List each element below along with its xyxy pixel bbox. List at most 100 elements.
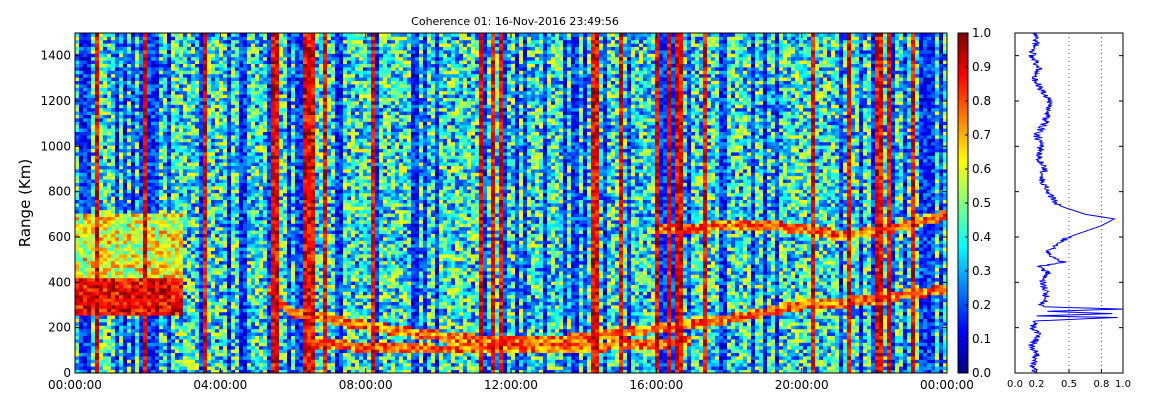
colorbar-segment [958,46,968,51]
colorbar-segment [958,80,968,85]
colorbar-segment [958,294,968,299]
colorbar-segment [958,70,968,75]
colorbar-segment [958,233,968,238]
colorbar-segment [958,284,968,289]
colorbar-segment [958,199,968,204]
colorbar-segment [958,43,968,48]
y-tick-label: 1400 [40,49,71,63]
colorbar-segment [958,301,968,306]
chart-title: Coherence 01: 16-Nov-2016 23:49:56 [411,15,619,28]
colorbar-segment [958,281,968,286]
y-tick-label: 800 [48,185,71,199]
x-tick-label: 12:00:00 [484,378,538,392]
colorbar-segment [958,305,968,309]
colorbar-segment [958,118,968,122]
colorbar-segment [958,186,968,190]
colorbar-segment [958,209,968,214]
colorbar-segment [958,220,968,224]
y-tick-label: 600 [48,230,71,244]
colorbar-segment [958,39,968,44]
colorbar-segment [958,318,968,323]
colorbar-segment [958,182,968,187]
colorbar-segment [958,247,968,252]
colorbar-segment [958,90,968,95]
x-tick-label: 04:00:00 [193,378,247,392]
colorbar-tick-label: 0.4 [972,230,991,244]
colorbar-segment [958,291,968,296]
colorbar-segment [958,274,968,279]
colorbar-segment [958,158,968,163]
colorbar-segment [958,141,968,146]
colorbar-segment [958,335,968,340]
colorbar-segment [958,277,968,282]
colorbar-segment [958,87,968,92]
colorbar-segment [958,206,968,211]
profile-series-line [1028,32,1124,374]
colorbar-segment [958,339,968,343]
colorbar-segment [958,240,968,245]
colorbar-segment [958,267,968,272]
colorbar-segment [958,342,968,347]
coherence-heatmap [75,33,948,374]
colorbar-segment [958,359,968,364]
x-tick-label: 16:00:00 [629,378,683,392]
colorbar-segment [958,250,968,255]
colorbar-segment [958,230,968,235]
colorbar-segment [958,67,968,71]
colorbar-tick-label: 0.0 [972,366,991,380]
colorbar-segment [958,165,968,170]
colorbar-segment [958,135,968,139]
colorbar-segment [958,260,968,265]
colorbar-segment [958,325,968,330]
colorbar-segment [958,264,968,269]
profile-x-tick-label: 0.2 [1029,379,1045,390]
colorbar-segment [958,84,968,88]
colorbar-segment [958,152,968,156]
colorbar-axis: 0.0 0.1 0.2 0.3 0.4 0.5 0.6 0.7 0.8 0.9 1.0 [965,26,991,380]
colorbar-segment [958,104,968,109]
colorbar-segment [958,226,968,231]
colorbar-segment [958,121,968,126]
x-tick-label: 20:00:00 [775,378,829,392]
colorbar-tick-label: 0.6 [972,162,991,176]
colorbar-segment [958,189,968,194]
profile-y-axis [1015,55,1123,374]
x-tick-label: 08:00:00 [339,378,393,392]
colorbar-tick-label: 0.7 [972,128,991,142]
x-tick-label: 00:00:00 [920,378,974,392]
colorbar-segment [958,124,968,129]
colorbar-segment [958,179,968,184]
colorbar-tick-label: 0.9 [972,60,991,74]
profile-x-tick-label: 0.8 [1093,379,1109,390]
colorbar-segment [958,145,968,150]
colorbar-segment [958,257,968,262]
colorbar-segment [958,175,968,180]
colorbar-segment [958,237,968,241]
colorbar-segment [958,172,968,177]
y-tick-label: 400 [48,275,71,289]
colorbar-segment [958,288,968,292]
x-tick-label: 00:00:00 [48,378,102,392]
colorbar-tick-label: 1.0 [972,26,991,40]
colorbar-segment [958,203,968,207]
colorbar-segment [958,60,968,65]
colorbar-segment [958,73,968,78]
colorbar-segment [958,352,968,357]
main-y-axis: 0 200 400 600 800 1000 1200 1400 [40,49,947,380]
colorbar-segment [958,101,968,105]
colorbar-segment [958,169,968,173]
colorbar-segment [958,369,968,374]
colorbar-segment [958,223,968,228]
colorbar-segment [958,213,968,218]
profile-grid [1068,33,1102,373]
colorbar-segment [958,131,968,136]
profile-x-axis: 0.0 0.2 0.5 0.8 1.0 [1007,369,1131,390]
profile-x-tick-label: 1.0 [1115,379,1131,390]
colorbar-segment [958,56,968,61]
colorbar-segment [958,271,968,275]
colorbar-segment [958,322,968,326]
colorbar-segment [958,50,968,54]
colorbar-segment [958,63,968,68]
colorbar-segment [958,362,968,367]
colorbar-segment [958,162,968,167]
